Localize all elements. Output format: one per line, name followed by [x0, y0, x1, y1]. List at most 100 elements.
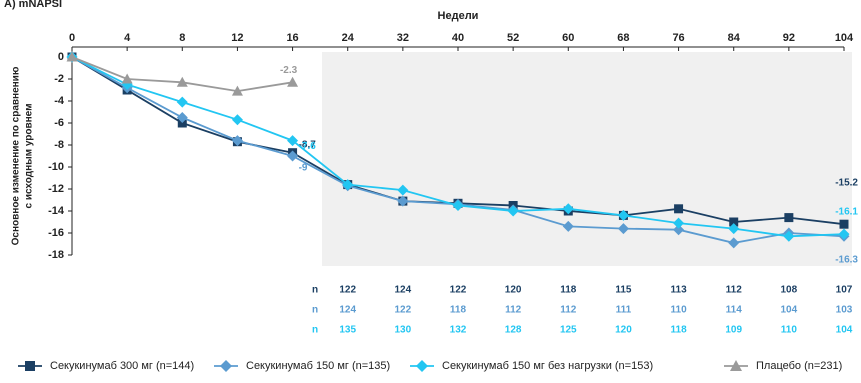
n-value: 122: [395, 305, 412, 316]
x-tick-label: 76: [672, 32, 684, 44]
marker: [617, 209, 629, 221]
n-value: 120: [505, 285, 522, 296]
n-value: 110: [781, 325, 798, 336]
n-value: 120: [615, 325, 632, 336]
marker: [673, 217, 685, 229]
n-value: 124: [339, 305, 356, 316]
n-value: 112: [505, 305, 522, 316]
n-value: 109: [725, 325, 742, 336]
x-tick-label: 12: [231, 32, 243, 44]
marker: [673, 224, 685, 236]
data-label: -9: [299, 163, 308, 174]
n-value: 112: [726, 285, 743, 296]
marker: [287, 135, 299, 147]
n-value: 118: [560, 285, 577, 296]
marker: [66, 51, 78, 62]
y-axis-title: с исходным уровнем: [24, 104, 35, 209]
marker: [397, 184, 409, 196]
n-value: 103: [836, 305, 853, 316]
legend-label: Секукинумаб 150 мг (n=135): [246, 360, 390, 372]
marker: [342, 179, 354, 191]
marker: [176, 76, 188, 87]
n-value: 114: [726, 305, 743, 316]
marker: [728, 237, 740, 249]
y-tick-label: -16: [48, 227, 64, 239]
marker: [839, 219, 849, 229]
marker: [397, 195, 409, 207]
marker: [674, 204, 684, 214]
y-tick-label: -12: [48, 183, 64, 195]
y-tick-label: -18: [48, 249, 64, 261]
x-tick-label: 24: [342, 32, 355, 44]
y-tick-label: -8: [54, 139, 64, 151]
n-value: 128: [505, 325, 522, 336]
y-axis-title: Основное изменение по сравнению: [11, 66, 22, 245]
marker: [121, 73, 133, 84]
chart-title: A) mNAPSI: [4, 0, 62, 10]
x-tick-label: 40: [452, 32, 464, 44]
x-tick-label: 32: [397, 32, 409, 44]
n-label: n: [312, 325, 318, 336]
data-label: -16.1: [835, 207, 858, 218]
n-value: 113: [671, 285, 688, 296]
marker: [176, 96, 188, 108]
n-label: n: [312, 305, 318, 316]
x-tick-label: 16: [286, 32, 298, 44]
n-value: 135: [339, 325, 356, 336]
n-value: 104: [836, 325, 853, 336]
n-value: 122: [339, 285, 356, 296]
y-tick-label: -10: [48, 161, 64, 173]
n-value: 122: [450, 285, 467, 296]
marker: [728, 223, 740, 235]
marker: [231, 85, 243, 96]
n-value: 111: [616, 305, 632, 316]
legend-label: Секукинумаб 300 мг (n=144): [50, 360, 194, 372]
marker: [562, 220, 574, 232]
marker: [231, 114, 243, 126]
marker: [220, 360, 232, 372]
data-label: -8.7: [299, 139, 317, 150]
marker: [562, 203, 574, 215]
marker: [231, 135, 243, 147]
n-value: 124: [395, 285, 412, 296]
n-value: 118: [671, 325, 688, 336]
marker: [507, 205, 519, 217]
x-tick-label: 68: [617, 32, 629, 44]
n-value: 112: [560, 305, 577, 316]
y-tick-label: -4: [54, 95, 65, 107]
x-tick-label: 84: [728, 32, 741, 44]
n-value: 110: [671, 305, 688, 316]
marker: [617, 223, 629, 235]
x-tick-label: 52: [507, 32, 519, 44]
x-tick-label: 92: [783, 32, 795, 44]
data-label: -15.2: [835, 178, 858, 189]
n-value: 107: [836, 285, 853, 296]
marker: [838, 228, 850, 240]
x-tick-label: 0: [69, 32, 75, 44]
marker: [176, 112, 188, 123]
marker: [730, 360, 742, 371]
n-value: 115: [615, 285, 632, 296]
n-value: 118: [450, 305, 467, 316]
legend-label: Плацебо (n=231): [756, 360, 842, 372]
marker: [784, 213, 794, 223]
n-value: 130: [395, 325, 412, 336]
marker: [25, 361, 35, 371]
marker: [416, 360, 428, 372]
marker: [287, 76, 299, 87]
n-value: 108: [781, 285, 798, 296]
n-value: 104: [781, 305, 798, 316]
data-label: -2.3: [280, 65, 298, 76]
n-value: 125: [560, 325, 577, 336]
n-value: 132: [450, 325, 467, 336]
marker: [729, 217, 739, 227]
data-label: -16.3: [835, 255, 858, 266]
x-axis-title: Недели: [438, 10, 479, 22]
legend-label: Секукинумаб 150 мг без нагрузки (n=153): [442, 360, 653, 372]
marker: [783, 230, 795, 242]
x-tick-label: 60: [562, 32, 574, 44]
y-tick-label: -14: [48, 205, 65, 217]
shaded-region: [322, 52, 852, 266]
x-tick-label: 4: [124, 32, 131, 44]
